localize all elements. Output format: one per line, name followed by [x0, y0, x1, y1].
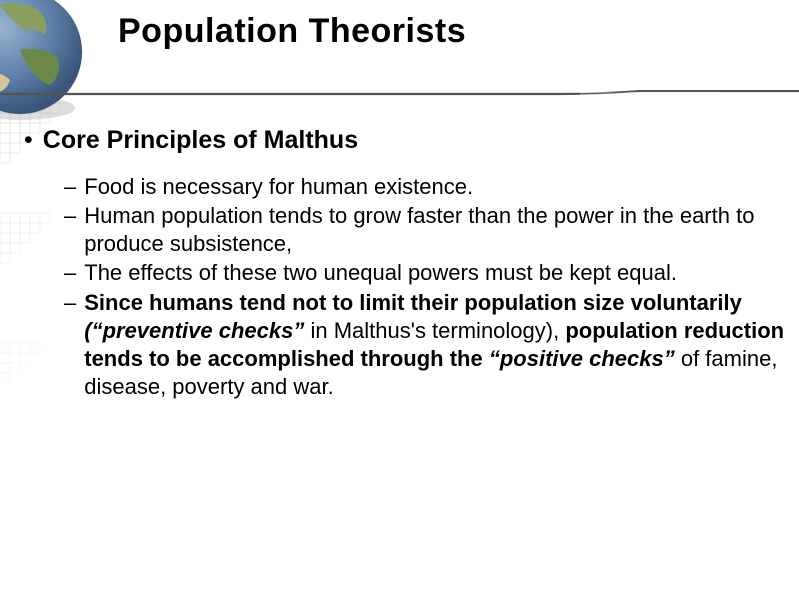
sub-item: –Since humans tend not to limit their po…: [64, 289, 787, 402]
sub-item: –Food is necessary for human existence.: [64, 173, 787, 201]
header-divider: [0, 85, 799, 103]
sub-item-text: Since humans tend not to limit their pop…: [84, 289, 787, 402]
globe-decoration: [0, 0, 100, 140]
slide-title: Population Theorists: [118, 12, 466, 51]
sub-list: –Food is necessary for human existence.–…: [64, 173, 787, 401]
dash-icon: –: [64, 289, 76, 317]
dash-icon: –: [64, 173, 76, 201]
sub-item-text: The effects of these two unequal powers …: [84, 259, 787, 287]
sub-item: –The effects of these two unequal powers…: [64, 259, 787, 287]
main-bullet: • Core Principles of Malthus: [24, 126, 787, 155]
content-area: • Core Principles of Malthus –Food is ne…: [24, 126, 787, 402]
main-bullet-text: Core Principles of Malthus: [43, 126, 358, 155]
dash-icon: –: [64, 259, 76, 287]
sub-item: –Human population tends to grow faster t…: [64, 202, 787, 258]
title-area: Population Theorists: [118, 12, 466, 51]
sub-item-text: Human population tends to grow faster th…: [84, 202, 787, 258]
dash-icon: –: [64, 202, 76, 230]
sub-item-text: Food is necessary for human existence.: [84, 173, 787, 201]
bullet-dot: •: [24, 126, 33, 155]
